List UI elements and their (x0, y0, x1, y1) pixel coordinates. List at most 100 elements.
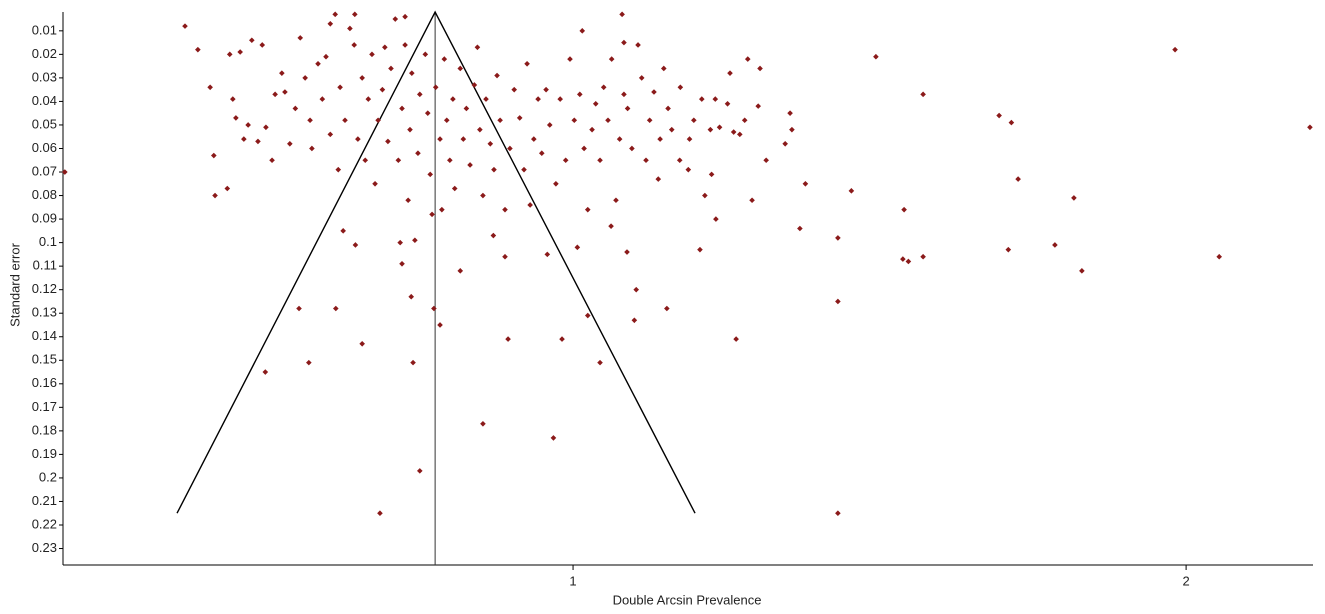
study-point (335, 166, 342, 173)
study-point (365, 96, 372, 102)
study-point (409, 70, 415, 76)
study-point (480, 192, 486, 199)
study-point (249, 37, 255, 44)
study-point (733, 336, 739, 342)
study-point (182, 23, 188, 29)
study-point (505, 336, 511, 342)
study-point (263, 124, 269, 131)
study-point (608, 223, 614, 229)
study-point (385, 138, 391, 145)
study-point (494, 72, 500, 79)
study-point (657, 136, 663, 142)
y-tick-label: 0.03 (32, 69, 57, 84)
study-point (677, 84, 684, 91)
study-point (660, 65, 667, 72)
study-point (757, 65, 763, 72)
study-point (359, 75, 365, 81)
study-point (460, 136, 467, 142)
study-point (259, 42, 266, 48)
y-axis-label: Standard error (7, 242, 22, 326)
study-point (491, 166, 497, 173)
y-tick-label: 0.14 (32, 328, 57, 343)
study-point (624, 249, 630, 255)
study-point (698, 96, 705, 102)
study-point (422, 51, 429, 58)
study-point (195, 46, 201, 53)
study-point (443, 117, 450, 124)
study-point (362, 157, 369, 164)
study-point (1071, 195, 1077, 201)
study-point (727, 70, 733, 76)
study-point (415, 150, 421, 156)
study-point (279, 70, 285, 76)
study-point (1008, 119, 1015, 126)
study-point (375, 117, 381, 124)
study-point (224, 185, 231, 192)
study-point (467, 162, 473, 168)
study-point (1005, 246, 1012, 253)
study-point (457, 268, 464, 274)
y-tick-label: 0.19 (32, 446, 57, 461)
study-point (337, 84, 343, 91)
study-point (323, 53, 329, 60)
study-point (441, 56, 448, 62)
study-point (749, 197, 755, 204)
study-point (327, 20, 334, 27)
study-point (576, 91, 583, 98)
y-tick-label: 0.18 (32, 422, 57, 437)
study-point (797, 225, 803, 232)
study-point (474, 44, 481, 51)
study-point (789, 126, 795, 133)
study-point (507, 145, 513, 152)
study-point (447, 157, 453, 164)
study-point (527, 202, 533, 208)
study-point (483, 96, 489, 102)
study-point (592, 100, 599, 107)
x-tick-label: 2 (1182, 573, 1189, 588)
study-point (619, 11, 625, 18)
study-point (712, 96, 719, 102)
study-point (579, 28, 586, 34)
study-point (450, 96, 456, 102)
study-point (597, 359, 603, 366)
study-point (297, 35, 304, 41)
study-point (787, 110, 793, 116)
study-point (282, 89, 288, 95)
y-tick-label: 0.05 (32, 116, 57, 131)
study-point (429, 211, 435, 218)
study-point (584, 312, 591, 319)
study-point (315, 60, 321, 67)
study-point (307, 117, 313, 124)
study-point (410, 359, 416, 366)
study-point (624, 105, 631, 112)
study-point (490, 232, 497, 239)
y-tick-label: 0.23 (32, 540, 57, 555)
study-point (480, 421, 486, 427)
study-point (382, 44, 388, 51)
study-point (332, 11, 338, 18)
y-tick-label: 0.02 (32, 46, 57, 61)
study-point (399, 105, 405, 112)
study-point (835, 510, 841, 517)
study-point (416, 91, 423, 98)
y-tick-label: 0.13 (32, 305, 57, 320)
y-tick-label: 0.15 (32, 352, 57, 367)
study-point (633, 286, 639, 293)
study-point (613, 197, 619, 204)
study-point (557, 96, 563, 102)
study-point (1015, 176, 1021, 182)
study-point (427, 171, 434, 178)
study-point (296, 305, 302, 312)
study-point (402, 13, 408, 20)
study-point (516, 115, 523, 121)
study-point (451, 185, 458, 192)
study-point (245, 122, 251, 128)
study-point (399, 260, 405, 267)
study-point (402, 42, 408, 48)
study-point (395, 157, 402, 164)
study-point (359, 341, 365, 347)
study-point (255, 138, 261, 145)
study-point (676, 157, 683, 164)
study-point (546, 122, 553, 128)
study-point (502, 253, 508, 260)
